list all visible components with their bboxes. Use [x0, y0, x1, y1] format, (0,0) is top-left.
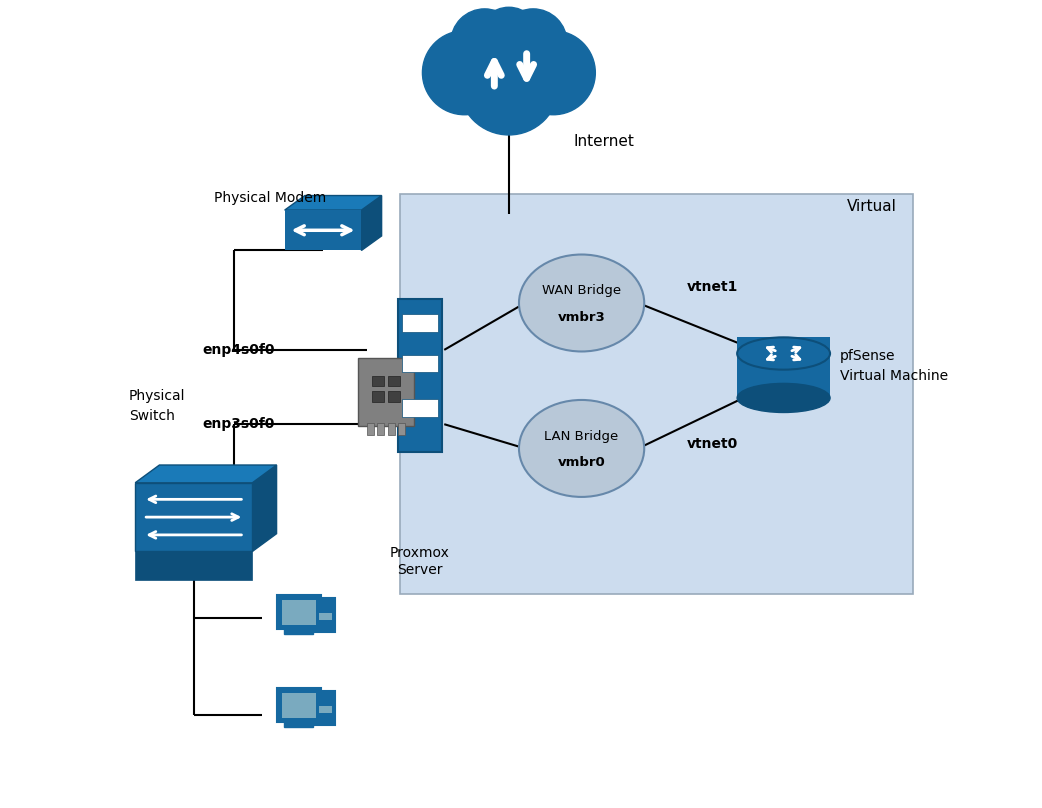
Text: LAN Bridge: LAN Bridge	[545, 430, 619, 443]
FancyBboxPatch shape	[135, 551, 252, 580]
Text: vtnet0: vtnet0	[687, 437, 738, 452]
FancyBboxPatch shape	[296, 718, 302, 725]
FancyBboxPatch shape	[389, 376, 400, 386]
Text: enp3s0f0: enp3s0f0	[202, 417, 274, 431]
Polygon shape	[252, 465, 276, 551]
Text: Physical: Physical	[129, 389, 185, 403]
Text: enp4s0f0: enp4s0f0	[202, 343, 274, 357]
FancyBboxPatch shape	[402, 314, 439, 332]
Circle shape	[499, 9, 567, 77]
FancyBboxPatch shape	[372, 376, 383, 386]
Text: vtnet1: vtnet1	[687, 280, 738, 294]
Polygon shape	[284, 196, 381, 210]
FancyBboxPatch shape	[388, 423, 395, 435]
FancyBboxPatch shape	[284, 722, 314, 727]
Polygon shape	[135, 465, 276, 483]
FancyBboxPatch shape	[398, 423, 405, 435]
FancyBboxPatch shape	[296, 625, 302, 632]
FancyBboxPatch shape	[456, 73, 562, 97]
FancyBboxPatch shape	[314, 598, 336, 632]
FancyBboxPatch shape	[372, 391, 383, 402]
FancyBboxPatch shape	[737, 338, 830, 398]
Ellipse shape	[519, 400, 644, 497]
Text: Virtual Machine: Virtual Machine	[840, 368, 948, 383]
Text: vmbr0: vmbr0	[557, 457, 605, 469]
Text: WAN Bridge: WAN Bridge	[542, 284, 621, 297]
FancyBboxPatch shape	[284, 629, 314, 634]
FancyBboxPatch shape	[402, 355, 439, 372]
FancyBboxPatch shape	[358, 358, 414, 426]
Circle shape	[451, 9, 519, 77]
FancyBboxPatch shape	[314, 691, 336, 725]
Ellipse shape	[737, 338, 830, 370]
FancyBboxPatch shape	[389, 391, 400, 402]
Text: Physical Modem: Physical Modem	[215, 191, 326, 205]
Text: Internet: Internet	[573, 134, 635, 149]
FancyBboxPatch shape	[277, 595, 321, 629]
FancyBboxPatch shape	[277, 688, 321, 722]
Polygon shape	[362, 196, 381, 250]
FancyBboxPatch shape	[281, 693, 316, 718]
FancyBboxPatch shape	[402, 399, 439, 417]
Text: Proxmox
Server: Proxmox Server	[390, 546, 450, 577]
Text: Switch: Switch	[129, 409, 175, 423]
Text: pfSense: pfSense	[840, 348, 896, 363]
Circle shape	[478, 7, 540, 69]
Ellipse shape	[519, 255, 644, 351]
Circle shape	[422, 31, 506, 115]
FancyBboxPatch shape	[284, 210, 362, 250]
FancyBboxPatch shape	[377, 423, 384, 435]
FancyBboxPatch shape	[281, 600, 316, 625]
FancyBboxPatch shape	[367, 423, 374, 435]
Ellipse shape	[737, 383, 830, 412]
FancyBboxPatch shape	[398, 299, 442, 452]
FancyBboxPatch shape	[319, 613, 332, 620]
Text: vmbr3: vmbr3	[557, 311, 605, 324]
FancyBboxPatch shape	[135, 482, 252, 551]
Text: Virtual: Virtual	[847, 199, 897, 213]
FancyBboxPatch shape	[319, 706, 332, 713]
Circle shape	[512, 31, 595, 115]
Circle shape	[458, 35, 559, 135]
FancyBboxPatch shape	[400, 194, 913, 594]
